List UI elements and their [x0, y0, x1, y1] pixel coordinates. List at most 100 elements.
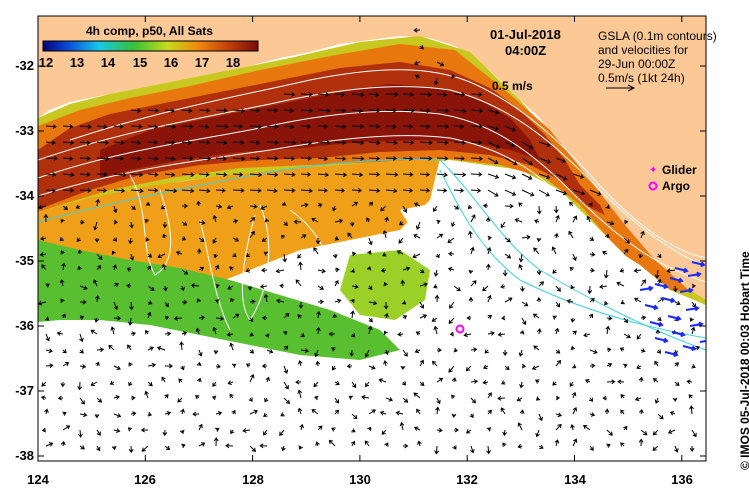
velocity-arrow	[470, 171, 483, 177]
velocity-arrow	[553, 205, 559, 214]
velocity-arrow	[45, 348, 53, 354]
velocity-arrow	[667, 315, 682, 322]
velocity-arrow	[283, 397, 291, 405]
velocity-arrow	[589, 363, 596, 369]
velocity-arrow	[90, 329, 98, 335]
velocity-arrow	[384, 312, 389, 319]
velocity-arrow	[368, 201, 374, 207]
velocity-arrow	[164, 445, 171, 451]
velocity-arrow	[110, 326, 116, 335]
velocity-arrow	[215, 283, 220, 289]
velocity-arrow	[197, 377, 202, 383]
velocity-arrow	[436, 397, 441, 405]
velocity-arrow	[623, 219, 629, 225]
velocity-arrow	[669, 277, 684, 284]
velocity-arrow	[504, 253, 512, 259]
velocity-arrow	[348, 395, 353, 400]
velocity-arrow	[196, 248, 202, 255]
velocity-arrow	[283, 345, 289, 351]
velocity-arrow	[638, 408, 644, 415]
velocity-arrow	[79, 140, 91, 146]
velocity-arrow	[687, 271, 702, 278]
velocity-arrow	[504, 189, 517, 196]
velocity-arrow	[334, 397, 340, 404]
velocity-arrow	[283, 156, 296, 162]
velocity-arrow	[516, 397, 523, 402]
map-border	[37, 15, 707, 462]
velocity-arrow	[214, 264, 220, 271]
velocity-arrow	[162, 429, 168, 437]
velocity-arrow	[198, 315, 206, 321]
velocity-arrow	[259, 443, 268, 449]
velocity-arrow	[604, 408, 610, 415]
velocity-arrow	[606, 443, 611, 448]
velocity-arrow	[75, 204, 81, 209]
velocity-arrow	[198, 442, 206, 447]
velocity-arrow	[62, 349, 67, 354]
velocity-arrow	[602, 395, 608, 401]
velocity-arrow	[604, 233, 610, 239]
velocity-arrow	[398, 237, 404, 244]
velocity-arrow	[79, 155, 91, 161]
velocity-arrow	[413, 27, 421, 33]
velocity-arrow	[311, 409, 319, 415]
velocity-arrow	[56, 331, 64, 336]
velocity-arrow	[173, 316, 183, 321]
velocity-arrow	[112, 205, 118, 214]
x-tick-label: 124	[27, 472, 49, 487]
velocity-arrow	[198, 124, 210, 130]
velocity-arrow	[383, 301, 389, 310]
velocity-arrow	[674, 445, 679, 453]
velocity-arrow	[667, 429, 676, 434]
velocity-arrow	[177, 397, 183, 403]
velocity-arrow	[413, 202, 421, 207]
velocity-arrow	[453, 140, 467, 146]
velocity-arrow	[521, 234, 531, 240]
velocity-arrow	[605, 204, 610, 209]
velocity-arrow	[350, 268, 355, 273]
velocity-arrow	[266, 107, 279, 113]
velocity-arrow	[364, 440, 370, 447]
colorbar-tick: 13	[69, 55, 85, 70]
velocity-arrow	[113, 156, 125, 161]
velocity-arrow	[351, 140, 365, 146]
velocity-arrow	[283, 312, 290, 319]
velocity-arrow	[164, 140, 176, 145]
velocity-arrow	[502, 349, 508, 356]
velocity-arrow	[45, 333, 50, 342]
velocity-arrow	[571, 391, 577, 399]
velocity-arrow	[448, 365, 455, 373]
velocity-arrow	[249, 172, 263, 178]
velocity-arrow	[691, 429, 697, 438]
velocity-arrow	[364, 349, 370, 358]
velocity-arrow	[112, 264, 118, 271]
velocity-arrow	[212, 381, 217, 387]
velocity-arrow	[417, 440, 422, 447]
velocity-arrow	[94, 413, 100, 419]
velocity-arrow	[500, 221, 506, 229]
velocity-arrow	[175, 250, 183, 256]
velocity-arrow	[447, 237, 455, 244]
velocity-arrow	[433, 269, 439, 277]
velocity-arrow	[263, 429, 268, 436]
velocity-arrow	[181, 221, 188, 226]
velocity-arrow	[654, 397, 660, 404]
velocity-arrow	[264, 397, 269, 403]
velocity-arrow	[95, 361, 100, 367]
velocity-arrow	[113, 301, 119, 311]
velocity-arrow	[555, 301, 561, 308]
velocity-arrow	[41, 381, 47, 387]
velocity-arrow	[538, 281, 545, 287]
velocity-arrow	[249, 445, 256, 452]
gsla-contours	[38, 69, 706, 331]
velocity-arrow	[245, 268, 251, 273]
velocity-arrow	[451, 413, 457, 418]
velocity-arrow	[198, 220, 206, 225]
velocity-arrow	[470, 156, 484, 162]
velocity-arrow	[79, 315, 85, 320]
velocity-arrow	[45, 188, 56, 193]
velocity-arrow	[283, 108, 295, 113]
velocity-arrow	[453, 172, 467, 178]
velocity-arrow	[433, 77, 439, 86]
velocity-arrow	[623, 317, 629, 324]
